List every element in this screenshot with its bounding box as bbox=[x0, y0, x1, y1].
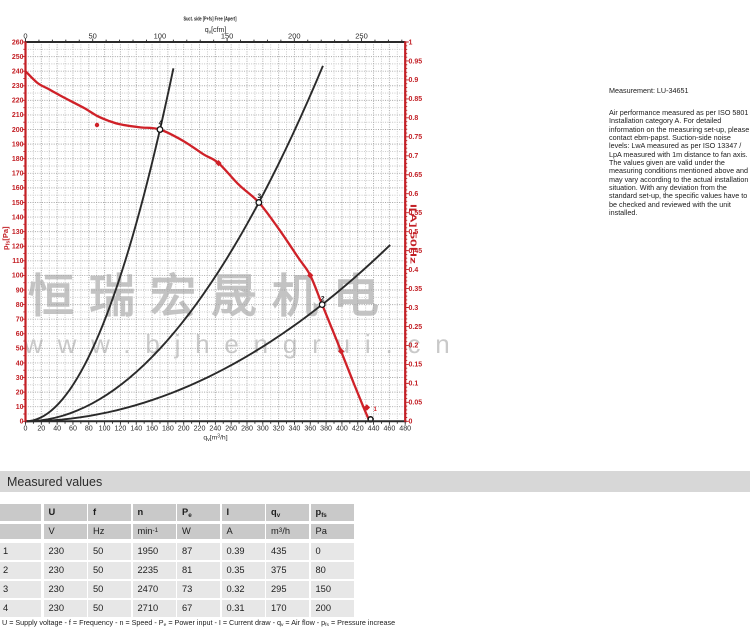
svg-text:4: 4 bbox=[159, 120, 163, 127]
svg-text:0.45: 0.45 bbox=[409, 248, 423, 255]
svg-text:240: 240 bbox=[209, 425, 221, 433]
svg-text:180: 180 bbox=[162, 425, 174, 433]
svg-text:qv[cfm]: qv[cfm] bbox=[205, 27, 227, 36]
svg-text:230: 230 bbox=[12, 83, 24, 90]
svg-text:260: 260 bbox=[12, 39, 24, 46]
svg-text:0.85: 0.85 bbox=[409, 96, 423, 103]
svg-text:0.75: 0.75 bbox=[409, 134, 423, 141]
svg-text:160: 160 bbox=[146, 425, 158, 433]
svg-text:60: 60 bbox=[69, 425, 77, 433]
svg-text:pfs[Pa]: pfs[Pa] bbox=[1, 226, 11, 250]
svg-text:40: 40 bbox=[16, 360, 24, 367]
svg-text:480: 480 bbox=[399, 425, 411, 433]
svg-text:0: 0 bbox=[20, 419, 24, 426]
svg-text:60: 60 bbox=[16, 331, 24, 338]
svg-text:80: 80 bbox=[85, 425, 93, 433]
svg-text:240: 240 bbox=[12, 68, 24, 75]
svg-text:2: 2 bbox=[321, 295, 325, 302]
svg-text:100: 100 bbox=[12, 273, 24, 280]
svg-text:qv[m3/h]: qv[m3/h] bbox=[203, 434, 227, 444]
svg-text:I[A] 50Hz: I[A] 50Hz bbox=[409, 204, 418, 264]
svg-text:90: 90 bbox=[16, 287, 24, 294]
svg-text:50: 50 bbox=[16, 346, 24, 353]
svg-text:130: 130 bbox=[12, 229, 24, 236]
svg-text:0.1: 0.1 bbox=[409, 381, 419, 388]
svg-text:0: 0 bbox=[24, 425, 28, 433]
svg-text:460: 460 bbox=[383, 425, 395, 433]
svg-text:20: 20 bbox=[16, 389, 24, 396]
svg-text:180: 180 bbox=[12, 156, 24, 163]
svg-text:10: 10 bbox=[16, 404, 24, 411]
svg-text:0.55: 0.55 bbox=[409, 210, 423, 217]
svg-text:150: 150 bbox=[12, 200, 24, 207]
svg-text:3: 3 bbox=[258, 193, 262, 200]
svg-text:0.2: 0.2 bbox=[409, 343, 419, 350]
svg-text:0.3: 0.3 bbox=[409, 305, 419, 312]
svg-text:140: 140 bbox=[130, 425, 142, 433]
svg-text:0.35: 0.35 bbox=[409, 286, 423, 293]
svg-text:1: 1 bbox=[409, 39, 413, 46]
svg-text:40: 40 bbox=[53, 425, 61, 433]
svg-text:0.65: 0.65 bbox=[409, 172, 423, 179]
svg-text:0.05: 0.05 bbox=[409, 400, 423, 407]
svg-text:0.95: 0.95 bbox=[409, 58, 423, 65]
svg-text:0.15: 0.15 bbox=[409, 362, 423, 369]
svg-text:250: 250 bbox=[355, 32, 368, 41]
svg-text:140: 140 bbox=[12, 214, 24, 221]
svg-text:170: 170 bbox=[12, 171, 24, 178]
svg-text:50: 50 bbox=[89, 32, 97, 41]
svg-text:200: 200 bbox=[12, 127, 24, 134]
svg-text:80: 80 bbox=[16, 302, 24, 309]
svg-text:70: 70 bbox=[16, 316, 24, 323]
svg-text:220: 220 bbox=[12, 98, 24, 105]
svg-text:200: 200 bbox=[288, 32, 301, 41]
svg-text:340: 340 bbox=[289, 425, 301, 433]
svg-text:0.5: 0.5 bbox=[409, 229, 419, 236]
svg-text:420: 420 bbox=[352, 425, 364, 433]
svg-text:400: 400 bbox=[336, 425, 348, 433]
svg-text:100: 100 bbox=[99, 425, 111, 433]
svg-text:Suct. side [P+fs] Free [Apert]: Suct. side [P+fs] Free [Apert] bbox=[184, 17, 237, 23]
svg-text:0: 0 bbox=[23, 32, 27, 41]
svg-text:0.8: 0.8 bbox=[409, 115, 419, 122]
svg-text:0.7: 0.7 bbox=[409, 153, 419, 160]
svg-text:280: 280 bbox=[241, 425, 253, 433]
svg-text:100: 100 bbox=[154, 32, 167, 41]
svg-text:120: 120 bbox=[12, 244, 24, 251]
svg-text:0.6: 0.6 bbox=[409, 191, 419, 198]
svg-text:210: 210 bbox=[12, 112, 24, 119]
svg-text:110: 110 bbox=[12, 258, 23, 265]
svg-text:20: 20 bbox=[37, 425, 45, 433]
svg-text:120: 120 bbox=[114, 425, 126, 433]
svg-text:200: 200 bbox=[178, 425, 190, 433]
svg-text:220: 220 bbox=[194, 425, 206, 433]
svg-text:320: 320 bbox=[273, 425, 285, 433]
svg-text:260: 260 bbox=[225, 425, 237, 433]
svg-text:0.25: 0.25 bbox=[409, 324, 423, 331]
svg-text:190: 190 bbox=[12, 141, 24, 148]
svg-text:30: 30 bbox=[16, 375, 24, 382]
svg-text:0.4: 0.4 bbox=[409, 267, 419, 274]
svg-text:1: 1 bbox=[374, 407, 378, 413]
svg-text:0.9: 0.9 bbox=[409, 77, 419, 84]
svg-text:300: 300 bbox=[257, 425, 269, 433]
svg-text:360: 360 bbox=[304, 425, 316, 433]
svg-text:150: 150 bbox=[221, 32, 234, 41]
svg-text:380: 380 bbox=[320, 425, 332, 433]
svg-text:0: 0 bbox=[409, 419, 413, 426]
svg-text:250: 250 bbox=[12, 54, 24, 61]
svg-text:440: 440 bbox=[368, 425, 380, 433]
svg-text:160: 160 bbox=[12, 185, 24, 192]
